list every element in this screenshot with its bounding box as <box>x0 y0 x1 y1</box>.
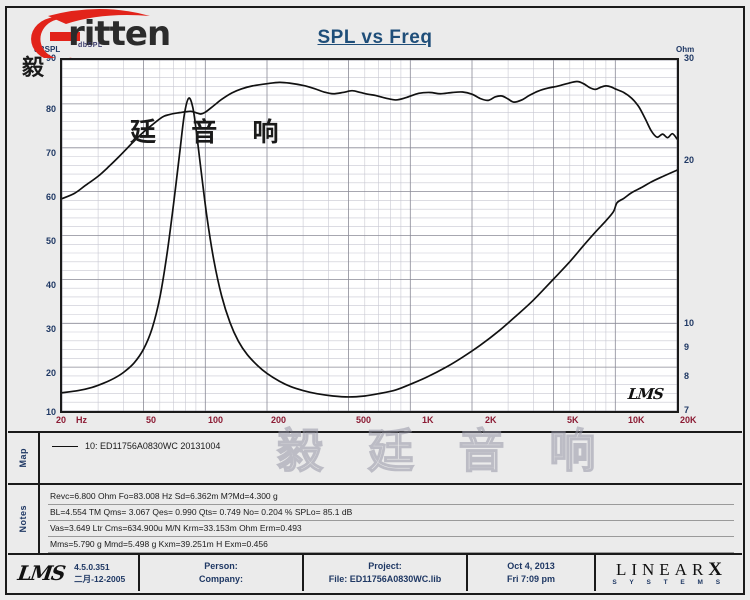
app-version: 4.5.0.351 <box>74 562 110 572</box>
footer-project-cell: Project: File: ED11756A0830WC.lib <box>304 555 468 591</box>
notes-body: Revc=6.800 Ohm Fo=83.008 Hz Sd=6.362m M?… <box>38 485 742 553</box>
y-tick-left-40: 40 <box>45 280 56 290</box>
y-tick-left-10: 10 <box>45 407 56 417</box>
footer-version-block: 4.5.0.351 二月-12-2005 <box>74 561 125 585</box>
x-tick-10K: 10K <box>628 415 645 425</box>
x-tick-50: 50 <box>146 415 157 425</box>
map-legend-body: 10: ED11756A0830WC 20131004 <box>38 433 742 483</box>
chart-title: SPL vs Freq <box>317 27 433 48</box>
y-tick-left-20: 20 <box>45 368 56 378</box>
vendor-subtitle: S Y S T E M S <box>612 578 726 586</box>
y-tick-right-8: 8 <box>684 371 690 381</box>
brand-chinese-mark: 毅 <box>22 55 51 80</box>
legend-label: 10: ED11756A0830WC 20131004 <box>85 441 221 451</box>
footer-app-cell: LMS 4.5.0.351 二月-12-2005 <box>8 555 140 591</box>
y-axis-label-right: Ohm <box>676 45 695 54</box>
note-line[interactable]: Revc=6.800 Ohm Fo=83.008 Hz Sd=6.362m M?… <box>48 489 734 505</box>
plot-canvas <box>62 60 677 411</box>
file-label: File: ED11756A0830WC.lib <box>328 574 442 584</box>
legend-line-swatch <box>52 445 78 447</box>
x-tick-20K: 20K <box>680 415 697 425</box>
lms-signature: LMS <box>627 385 664 403</box>
y-tick-left-80: 80 <box>45 104 56 114</box>
app-build-date: 二月-12-2005 <box>74 574 126 584</box>
y-tick-left-30: 30 <box>45 324 56 334</box>
x-tick-500: 500 <box>356 415 372 425</box>
footer-vendor-cell: LINEAR X S Y S T E M S <box>596 555 742 591</box>
note-line[interactable]: Mms=5.790 g Mmd=5.498 g Kxm=39.251m H Ex… <box>48 537 734 553</box>
notes-tab[interactable]: Notes <box>8 485 38 553</box>
notes-section: Notes Revc=6.800 Ohm Fo=83.008 Hz Sd=6.3… <box>8 485 742 555</box>
note-line[interactable]: Vas=3.649 Ltr Cms=634.900u M/N Krm=33.15… <box>48 521 734 537</box>
y-tick-right-9: 9 <box>684 342 690 352</box>
spl-curve <box>62 80 677 200</box>
y-tick-right-20: 20 <box>684 155 695 165</box>
x-tick-100: 100 <box>208 415 224 425</box>
legend-item[interactable]: 10: ED11756A0830WC 20131004 <box>52 441 220 451</box>
x-tick-5K: 5K <box>567 415 579 425</box>
y-tick-right-7: 7 <box>684 405 690 415</box>
report-time: Fri 7:09 pm <box>506 574 555 584</box>
map-section: Map 10: ED11756A0830WC 20131004 <box>8 433 742 485</box>
map-tab[interactable]: Map <box>8 433 38 483</box>
vendor-logo: LINEAR X <box>615 558 723 580</box>
y-tick-right-10: 10 <box>684 318 695 328</box>
footer-person-cell: Person: Company: <box>140 555 304 591</box>
map-tab-label: Map <box>18 448 28 468</box>
impedance-curve <box>62 97 677 398</box>
notes-tab-label: Notes <box>18 505 28 533</box>
company-label: Company: <box>198 574 243 584</box>
grid-major <box>62 60 677 411</box>
note-line[interactable]: BL=4.554 TM Qms= 3.067 Qes= 0.990 Qts= 0… <box>48 505 734 521</box>
y-tick-left-90: 90 <box>45 53 56 63</box>
y-tick-left-50: 50 <box>45 236 56 246</box>
footer-bar: LMS 4.5.0.351 二月-12-2005 Person: Company… <box>8 555 742 591</box>
vendor-x: X <box>708 558 723 580</box>
y-tick-right-30: 30 <box>684 53 695 63</box>
lms-logo: LMS <box>16 561 66 585</box>
report-date: Oct 4, 2013 <box>507 561 555 571</box>
x-tick-2K: 2K <box>485 415 497 425</box>
project-label: Project: <box>368 561 402 571</box>
x-tick-1K: 1K <box>422 415 434 425</box>
plot-area: 廷 音 响 毅 廷 音 响 LMS <box>60 58 679 478</box>
y-tick-left-60: 60 <box>45 192 56 202</box>
footer-date-cell: Oct 4, 2013 Fri 7:09 pm <box>468 555 596 591</box>
person-label: Person: <box>204 561 238 571</box>
x-tick-200: 200 <box>271 415 287 425</box>
y-tick-left-70: 70 <box>45 148 56 158</box>
x-axis-unit: Hz <box>76 415 87 425</box>
chart-panel: SPL vs Freq dBSPL Ohm 90 80 70 60 50 40 … <box>8 9 742 478</box>
x-tick-20: 20 <box>56 415 67 425</box>
vendor-name: LINEAR <box>615 559 709 579</box>
